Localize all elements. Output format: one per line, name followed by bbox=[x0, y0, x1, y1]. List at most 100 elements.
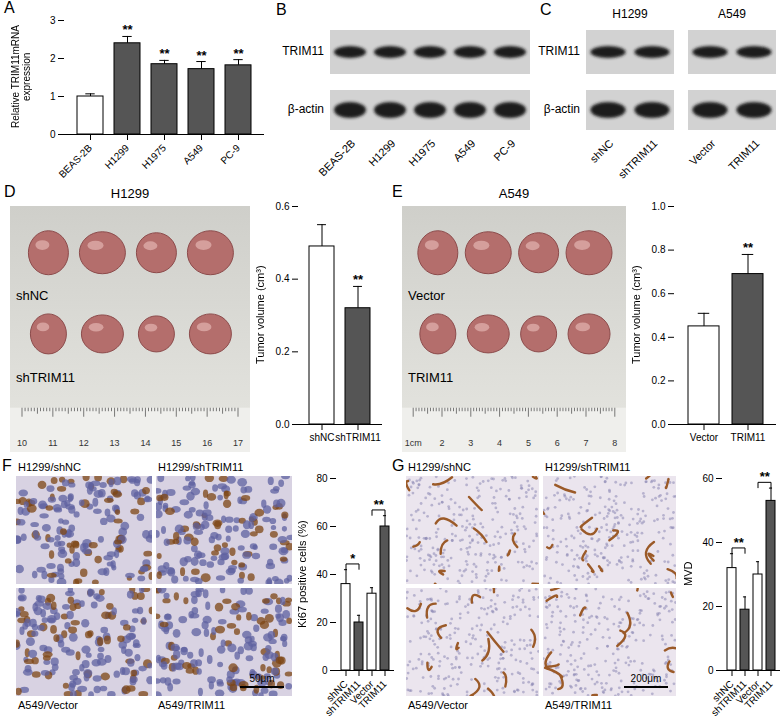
html-text:Relative TRIM11mRNA expression: Relative TRIM11mRNA expression bbox=[9, 25, 32, 129]
svg-text:20: 20 bbox=[316, 617, 328, 628]
svg-text:*: * bbox=[350, 551, 356, 566]
svg-text:H1299: H1299 bbox=[111, 186, 149, 201]
html-text:D: D bbox=[4, 183, 16, 200]
svg-text:0.6: 0.6 bbox=[652, 288, 666, 299]
svg-text:**: ** bbox=[734, 535, 745, 550]
svg-text:0.2: 0.2 bbox=[276, 346, 290, 357]
svg-text:80: 80 bbox=[316, 473, 328, 484]
svg-text:13: 13 bbox=[110, 438, 120, 448]
html-text:Tumor volume (cm³): Tumor volume (cm³) bbox=[253, 265, 266, 365]
svg-text:**: ** bbox=[760, 469, 771, 484]
svg-text:17: 17 bbox=[233, 438, 243, 448]
svg-text:Vector: Vector bbox=[733, 678, 762, 707]
svg-text:A549: A549 bbox=[499, 186, 529, 201]
svg-text:0.4: 0.4 bbox=[652, 332, 666, 343]
html-text:H1299/shNC: H1299/shNC bbox=[18, 461, 81, 473]
html-text:Ki67 positive cells (%): Ki67 positive cells (%) bbox=[295, 520, 308, 628]
svg-text:shTRIM11: shTRIM11 bbox=[708, 678, 749, 719]
svg-text:shTRIM11: shTRIM11 bbox=[616, 137, 660, 181]
svg-text:0.0: 0.0 bbox=[276, 419, 290, 430]
html-text:G: G bbox=[392, 457, 405, 474]
svg-text:BEAS-2B: BEAS-2B bbox=[57, 142, 95, 180]
svg-text:**: ** bbox=[233, 46, 244, 61]
svg-text:7: 7 bbox=[583, 438, 588, 448]
svg-text:shNC: shNC bbox=[324, 678, 350, 704]
svg-text:Vector: Vector bbox=[408, 288, 446, 303]
svg-text:60: 60 bbox=[316, 521, 328, 532]
svg-text:10: 10 bbox=[17, 438, 27, 448]
svg-text:PC-9: PC-9 bbox=[218, 142, 242, 166]
svg-text:60: 60 bbox=[702, 473, 714, 484]
svg-text:1cm: 1cm bbox=[405, 438, 422, 448]
svg-text:TRIM11: TRIM11 bbox=[408, 370, 453, 385]
svg-text:TRIM11: TRIM11 bbox=[731, 432, 766, 443]
svg-text:20: 20 bbox=[702, 601, 714, 612]
html-text:C: C bbox=[540, 1, 552, 18]
svg-text:TRIM11: TRIM11 bbox=[726, 137, 762, 173]
svg-text:TRIM11: TRIM11 bbox=[282, 44, 324, 58]
svg-text:shTRIM11: shTRIM11 bbox=[335, 432, 381, 443]
svg-text:8: 8 bbox=[612, 438, 617, 448]
svg-text:14: 14 bbox=[140, 438, 150, 448]
svg-text:**: ** bbox=[374, 497, 385, 512]
svg-text:A549: A549 bbox=[451, 137, 478, 164]
svg-text:2: 2 bbox=[439, 438, 444, 448]
svg-text:PC-9: PC-9 bbox=[491, 137, 517, 163]
svg-text:1: 1 bbox=[50, 91, 56, 102]
svg-text:Vector: Vector bbox=[687, 137, 718, 168]
svg-text:0.8: 0.8 bbox=[652, 244, 666, 255]
svg-text:shTRIM11: shTRIM11 bbox=[16, 370, 75, 385]
svg-text:**: ** bbox=[196, 48, 207, 63]
svg-text:**: ** bbox=[353, 272, 364, 287]
svg-text:6: 6 bbox=[555, 438, 560, 448]
svg-text:shNC: shNC bbox=[588, 137, 616, 165]
svg-text:**: ** bbox=[743, 240, 754, 255]
svg-text:H1975: H1975 bbox=[406, 137, 437, 168]
html-text:Tumor volume (cm³): Tumor volume (cm³) bbox=[629, 265, 642, 365]
html-text:MVD: MVD bbox=[681, 561, 694, 587]
svg-text:3: 3 bbox=[468, 438, 473, 448]
svg-text:0.6: 0.6 bbox=[276, 201, 290, 212]
svg-text:β-actin: β-actin bbox=[288, 102, 324, 116]
svg-text:TRIM11: TRIM11 bbox=[538, 44, 580, 58]
svg-text:15: 15 bbox=[171, 438, 181, 448]
svg-text:0: 0 bbox=[708, 665, 714, 676]
svg-text:40: 40 bbox=[316, 569, 328, 580]
html-text:A549/Vector: A549/Vector bbox=[18, 699, 78, 711]
svg-text:A549: A549 bbox=[181, 142, 206, 167]
svg-text:**: ** bbox=[159, 46, 170, 61]
svg-text:H1299: H1299 bbox=[612, 7, 648, 21]
svg-text:TRIM11: TRIM11 bbox=[742, 678, 775, 711]
svg-text:0.4: 0.4 bbox=[276, 273, 290, 284]
svg-text:5: 5 bbox=[526, 438, 531, 448]
html-text:H1299/shTRIM11: H1299/shTRIM11 bbox=[158, 461, 244, 473]
svg-text:11: 11 bbox=[48, 438, 57, 448]
svg-text:Vector: Vector bbox=[690, 432, 719, 443]
svg-text:shNC: shNC bbox=[710, 678, 736, 704]
svg-text:50μm: 50μm bbox=[249, 673, 274, 684]
svg-text:shTRIM11: shTRIM11 bbox=[322, 678, 363, 719]
svg-text:TRIM11: TRIM11 bbox=[356, 678, 389, 711]
svg-text:**: ** bbox=[122, 22, 133, 37]
svg-text:shNC: shNC bbox=[309, 432, 334, 443]
svg-text:BEAS-2B: BEAS-2B bbox=[316, 137, 357, 178]
svg-text:0.0: 0.0 bbox=[652, 419, 666, 430]
svg-text:0.2: 0.2 bbox=[652, 375, 666, 386]
svg-text:16: 16 bbox=[202, 438, 212, 448]
svg-text:2: 2 bbox=[50, 53, 56, 64]
svg-text:0: 0 bbox=[322, 665, 328, 676]
svg-text:H1299: H1299 bbox=[103, 142, 132, 171]
svg-text:3: 3 bbox=[50, 15, 56, 26]
svg-text:H1975: H1975 bbox=[140, 142, 169, 171]
svg-text:1.0: 1.0 bbox=[652, 201, 666, 212]
svg-text:shNC: shNC bbox=[16, 288, 49, 303]
svg-text:0: 0 bbox=[50, 129, 56, 140]
svg-text:A549: A549 bbox=[718, 7, 746, 21]
svg-text:200μm: 200μm bbox=[631, 673, 662, 684]
svg-text:4: 4 bbox=[497, 438, 502, 448]
svg-text:12: 12 bbox=[79, 438, 89, 448]
svg-text:Vector: Vector bbox=[347, 678, 376, 707]
svg-text:H1299: H1299 bbox=[366, 137, 397, 168]
svg-text:β-actin: β-actin bbox=[544, 102, 580, 116]
svg-text:40: 40 bbox=[702, 537, 714, 548]
